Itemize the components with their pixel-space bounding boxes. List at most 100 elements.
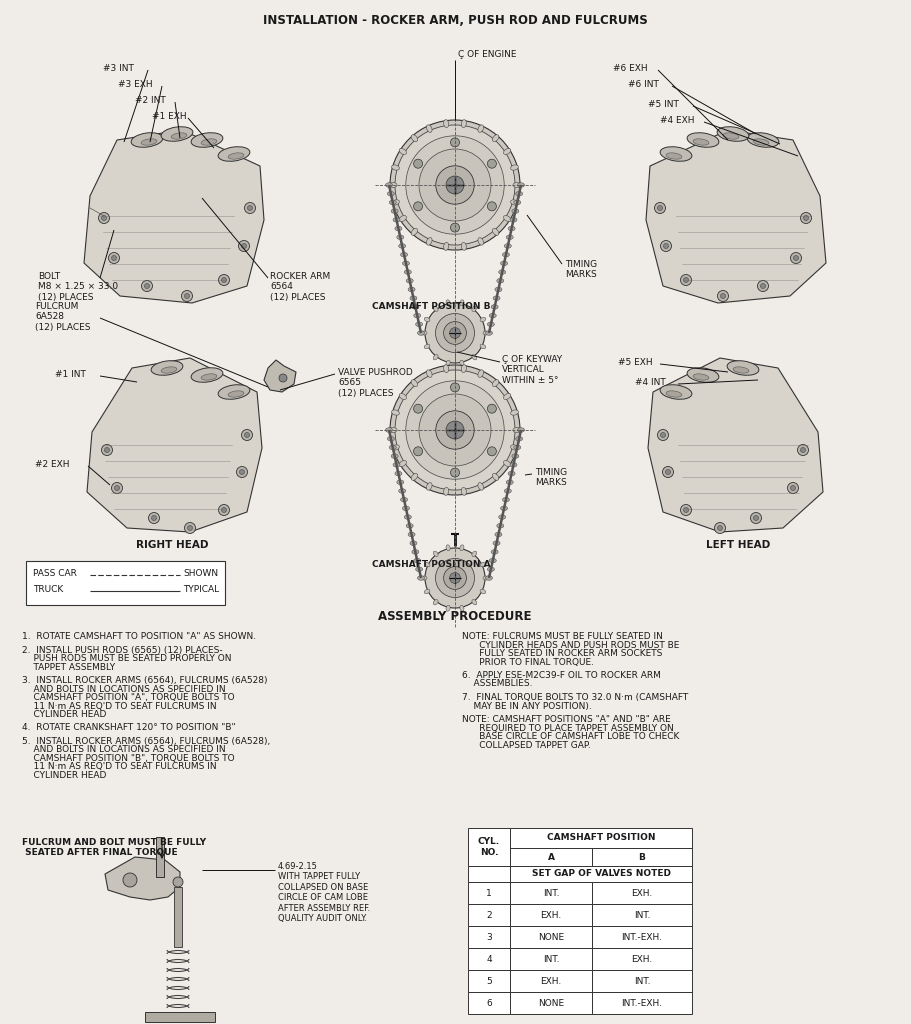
Ellipse shape — [486, 331, 493, 335]
Ellipse shape — [191, 368, 223, 382]
Ellipse shape — [434, 600, 438, 605]
Text: 4: 4 — [486, 954, 492, 964]
Circle shape — [758, 281, 769, 292]
Ellipse shape — [391, 454, 398, 459]
Ellipse shape — [498, 269, 506, 274]
FancyBboxPatch shape — [468, 926, 510, 948]
Circle shape — [395, 125, 515, 245]
Text: EXH.: EXH. — [540, 910, 561, 920]
Ellipse shape — [417, 575, 425, 581]
Ellipse shape — [387, 191, 394, 196]
FancyBboxPatch shape — [468, 828, 510, 866]
Ellipse shape — [723, 133, 739, 139]
Ellipse shape — [151, 360, 183, 375]
Ellipse shape — [727, 360, 759, 375]
Ellipse shape — [415, 567, 423, 571]
Circle shape — [450, 328, 460, 338]
Ellipse shape — [446, 300, 450, 306]
Ellipse shape — [489, 558, 496, 563]
Ellipse shape — [508, 226, 515, 230]
Text: #3 INT: #3 INT — [103, 63, 134, 73]
Ellipse shape — [753, 139, 769, 145]
Ellipse shape — [503, 252, 509, 257]
Ellipse shape — [201, 139, 217, 145]
Ellipse shape — [408, 532, 415, 537]
Text: SET GAP OF VALVES NOTED: SET GAP OF VALVES NOTED — [531, 869, 670, 879]
Ellipse shape — [514, 200, 521, 205]
Ellipse shape — [421, 575, 427, 580]
Circle shape — [101, 444, 112, 456]
Text: 5: 5 — [486, 977, 492, 985]
Text: B: B — [639, 853, 645, 861]
Ellipse shape — [478, 238, 484, 245]
Circle shape — [241, 429, 252, 440]
Circle shape — [666, 469, 670, 474]
Ellipse shape — [492, 228, 499, 236]
Text: 3.  INSTALL ROCKER ARMS (6564), FULCRUMS (6A528): 3. INSTALL ROCKER ARMS (6564), FULCRUMS … — [22, 676, 268, 685]
Circle shape — [185, 294, 189, 299]
Text: INT.: INT. — [634, 910, 650, 920]
Ellipse shape — [131, 133, 163, 147]
Ellipse shape — [517, 428, 525, 432]
Circle shape — [487, 404, 496, 414]
FancyBboxPatch shape — [510, 848, 592, 866]
Circle shape — [446, 176, 464, 194]
Text: INT.: INT. — [543, 889, 559, 897]
Circle shape — [681, 274, 691, 286]
Circle shape — [451, 223, 459, 232]
Ellipse shape — [505, 488, 511, 494]
Ellipse shape — [460, 360, 464, 367]
Ellipse shape — [218, 385, 250, 399]
Text: CAMSHAFT POSITION "A", TORQUE BOLTS TO: CAMSHAFT POSITION "A", TORQUE BOLTS TO — [22, 693, 235, 702]
FancyBboxPatch shape — [510, 992, 592, 1014]
FancyBboxPatch shape — [145, 1012, 215, 1022]
Circle shape — [663, 244, 669, 249]
Text: 2.  INSTALL PUSH RODS (6565) (12) PLACES-: 2. INSTALL PUSH RODS (6565) (12) PLACES- — [22, 645, 222, 654]
Text: INT.-EXH.: INT.-EXH. — [621, 998, 662, 1008]
Circle shape — [721, 294, 725, 299]
FancyBboxPatch shape — [468, 948, 510, 970]
Circle shape — [660, 432, 666, 437]
Ellipse shape — [426, 370, 432, 378]
Text: NONE: NONE — [537, 933, 564, 941]
Ellipse shape — [513, 182, 521, 187]
Ellipse shape — [399, 461, 406, 467]
Text: AND BOLTS IN LOCATIONS AS SPECIFIED IN: AND BOLTS IN LOCATIONS AS SPECIFIED IN — [22, 684, 226, 693]
Polygon shape — [646, 130, 826, 303]
Text: PRIOR TO FINAL TORQUE.: PRIOR TO FINAL TORQUE. — [462, 657, 594, 667]
Text: REQUIRED TO PLACE TAPPET ASSEMBLY ON: REQUIRED TO PLACE TAPPET ASSEMBLY ON — [462, 724, 674, 732]
FancyBboxPatch shape — [510, 866, 692, 882]
Ellipse shape — [510, 463, 517, 467]
Circle shape — [487, 446, 496, 456]
Ellipse shape — [392, 165, 399, 170]
Circle shape — [405, 136, 504, 234]
Text: #6 EXH: #6 EXH — [613, 63, 648, 73]
Text: ROCKER ARM
6564
(12) PLACES: ROCKER ARM 6564 (12) PLACES — [270, 272, 331, 302]
Circle shape — [105, 447, 109, 453]
Ellipse shape — [399, 393, 406, 399]
Ellipse shape — [491, 304, 498, 309]
Text: INSTALLATION - ROCKER ARM, PUSH ROD AND FULCRUMS: INSTALLATION - ROCKER ARM, PUSH ROD AND … — [262, 14, 648, 27]
Ellipse shape — [461, 487, 466, 496]
Ellipse shape — [510, 200, 518, 205]
Ellipse shape — [171, 133, 187, 139]
Text: CYLINDER HEAD: CYLINDER HEAD — [22, 710, 107, 719]
Circle shape — [414, 446, 423, 456]
Circle shape — [450, 572, 460, 584]
Circle shape — [405, 381, 504, 479]
Ellipse shape — [510, 217, 517, 222]
Text: Ç OF KEYWAY
VERTICAL
WITHIN ± 5°: Ç OF KEYWAY VERTICAL WITHIN ± 5° — [502, 355, 562, 385]
Circle shape — [241, 244, 247, 249]
Circle shape — [718, 525, 722, 530]
Text: TRUCK: TRUCK — [33, 585, 63, 594]
Ellipse shape — [446, 360, 450, 367]
Text: 7.  FINAL TORQUE BOLTS TO 32.0 N·m (CAMSHAFT: 7. FINAL TORQUE BOLTS TO 32.0 N·m (CAMSH… — [462, 693, 688, 702]
Ellipse shape — [693, 139, 709, 145]
Ellipse shape — [733, 367, 749, 373]
Ellipse shape — [391, 209, 398, 213]
Ellipse shape — [472, 600, 476, 605]
FancyBboxPatch shape — [510, 828, 692, 848]
Text: #1 EXH: #1 EXH — [152, 112, 187, 121]
Text: CYLINDER HEAD: CYLINDER HEAD — [22, 771, 107, 780]
Polygon shape — [87, 358, 262, 532]
